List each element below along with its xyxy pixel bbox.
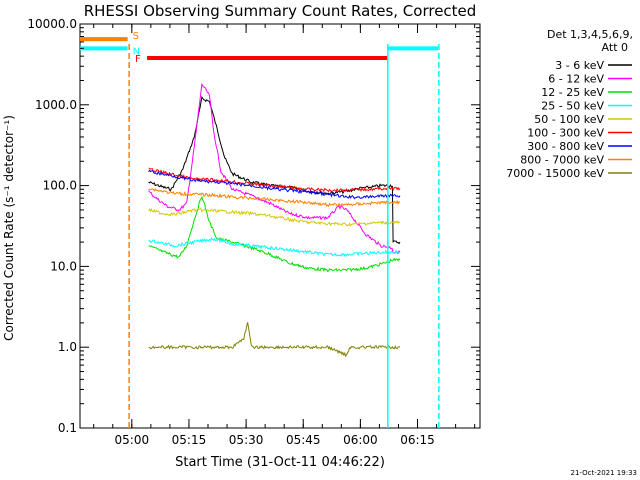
legend-detectors: Det 1,3,4,5,6,9,	[547, 28, 633, 41]
series-line-7000-15000keV	[148, 322, 401, 358]
plot-frame	[79, 23, 481, 429]
y-tick-label: 100.0	[43, 179, 77, 193]
series-line-100-300keV	[148, 167, 401, 193]
state-label-s: S	[133, 31, 139, 42]
y-tick-label: 10000.0	[27, 17, 77, 31]
y-tick-label: 1000.0	[35, 98, 77, 112]
legend-attenuator: Att 0	[602, 41, 628, 54]
chart-title: RHESSI Observing Summary Count Rates, Co…	[84, 2, 477, 20]
series-line-3-6keV	[148, 95, 401, 245]
legend-label: 300 - 800 keV	[527, 140, 604, 153]
y-tick-label: 10.0	[50, 259, 77, 273]
x-tick-label: 05:00	[115, 433, 150, 447]
legend-label: 25 - 50 keV	[541, 100, 604, 113]
night-markers	[128, 44, 440, 428]
plot-border	[79, 23, 481, 429]
x-tick-label: 05:45	[286, 433, 321, 447]
series-line-300-800keV	[148, 169, 401, 200]
x-tick-label: 05:15	[172, 433, 207, 447]
x-axis: 05:00 05:15 05:30 05:45 06:00 06:15	[93, 24, 476, 447]
state-bars: SNF	[80, 31, 439, 65]
series-line-25-50keV	[148, 237, 401, 258]
legend-label: 800 - 7000 keV	[520, 154, 604, 167]
legend-label: 6 - 12 keV	[548, 73, 604, 86]
state-label-f: F	[135, 54, 141, 65]
series-line-50-100keV	[148, 207, 401, 227]
plot-timestamp: 21-Oct-2021 19:33	[571, 469, 637, 477]
y-axis-label: Corrected Count Rate (s⁻¹ detector⁻¹)	[2, 115, 16, 341]
series-line-12-25keV	[148, 195, 401, 273]
x-tick-label: 05:30	[229, 433, 264, 447]
x-axis-label: Start Time (31-Oct-11 04:46:22)	[175, 455, 385, 470]
legend-label: 100 - 300 keV	[527, 127, 604, 140]
series-line-6-12keV	[148, 82, 401, 255]
y-tick-label: 1.0	[58, 340, 77, 354]
data-series	[148, 82, 401, 358]
x-tick-label: 06:15	[400, 433, 435, 447]
y-axis: 0.1 1.0 10.0 100.0 1000.0 10000.0	[27, 17, 480, 435]
state-label-n: N	[133, 46, 140, 57]
legend-label: 3 - 6 keV	[555, 59, 604, 72]
legend-label: 7000 - 15000 keV	[506, 167, 604, 180]
x-tick-label: 06:00	[343, 433, 378, 447]
series-line-800-7000keV	[148, 188, 401, 208]
y-tick-label: 0.1	[58, 421, 77, 435]
legend-label: 12 - 25 keV	[541, 86, 604, 99]
legend-label: 50 - 100 keV	[534, 113, 604, 126]
